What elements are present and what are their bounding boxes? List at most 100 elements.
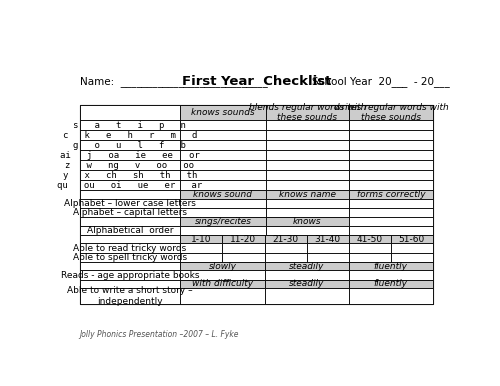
Bar (264, 253, 306, 262)
Text: Alphabet – lower case letters: Alphabet – lower case letters (64, 199, 196, 208)
Bar (180, 130, 266, 140)
Bar (180, 226, 266, 235)
Bar (80, 244, 180, 253)
Bar (349, 199, 433, 208)
Bar (80, 262, 180, 270)
Text: sings/recites: sings/recites (194, 217, 252, 226)
Text: writes regular words with
these sounds: writes regular words with these sounds (334, 103, 448, 122)
Bar (80, 253, 180, 262)
Bar (266, 170, 349, 180)
Bar (391, 244, 433, 253)
Bar (264, 235, 306, 244)
Bar (266, 150, 349, 160)
Bar (80, 105, 433, 303)
Bar (80, 270, 180, 279)
Text: slowly: slowly (208, 262, 236, 271)
Bar (306, 235, 348, 244)
Bar (180, 279, 264, 288)
Bar (180, 120, 266, 130)
Bar (264, 279, 348, 288)
Bar (80, 288, 180, 303)
Text: fluently: fluently (374, 262, 408, 271)
Text: First Year  Checklist: First Year Checklist (182, 75, 331, 88)
Bar (391, 253, 433, 262)
Bar (80, 180, 180, 190)
Bar (180, 262, 264, 270)
Bar (266, 226, 349, 235)
Bar (348, 244, 391, 253)
Text: steadily: steadily (289, 262, 324, 271)
Bar (349, 140, 433, 150)
Bar (80, 105, 180, 120)
Bar (266, 180, 349, 190)
Text: ai   j   oa   ie   ee   or: ai j oa ie ee or (60, 151, 200, 160)
Bar (266, 140, 349, 150)
Bar (180, 288, 264, 303)
Text: Alphabetical  order: Alphabetical order (86, 226, 173, 235)
Bar (264, 270, 348, 279)
Text: knows name: knows name (279, 190, 336, 199)
Bar (180, 180, 266, 190)
Bar (348, 270, 433, 279)
Bar (348, 288, 433, 303)
Bar (266, 208, 349, 217)
Bar (348, 253, 391, 262)
Bar (348, 279, 433, 288)
Bar (180, 190, 266, 199)
Bar (349, 170, 433, 180)
Bar (80, 235, 180, 244)
Bar (266, 160, 349, 170)
Bar (80, 208, 180, 217)
Text: Jolly Phonics Presentation –2007 – L. Fyke: Jolly Phonics Presentation –2007 – L. Fy… (80, 330, 239, 339)
Bar (80, 190, 180, 199)
Bar (80, 226, 180, 235)
Text: qu   ou   oi   ue   er   ar: qu ou oi ue er ar (58, 181, 203, 190)
Bar (349, 226, 433, 235)
Bar (222, 244, 264, 253)
Bar (349, 120, 433, 130)
Bar (80, 199, 180, 208)
Text: knows sounds: knows sounds (191, 108, 255, 117)
Text: z   w   ng   v   oo   oo: z w ng v oo oo (66, 161, 194, 170)
Text: Alphabet – capital letters: Alphabet – capital letters (73, 208, 187, 217)
Bar (180, 253, 222, 262)
Bar (391, 235, 433, 244)
Text: 51-60: 51-60 (399, 235, 425, 244)
Bar (80, 130, 180, 140)
Bar (80, 170, 180, 180)
Text: blends regular words with
these sounds: blends regular words with these sounds (248, 103, 366, 122)
Bar (180, 217, 266, 226)
Text: Able to spell tricky words: Able to spell tricky words (73, 253, 187, 262)
Bar (266, 120, 349, 130)
Text: c   k   e   h   r   m   d: c k e h r m d (62, 131, 197, 140)
Bar (349, 150, 433, 160)
Text: Able to write a short story –
independently: Able to write a short story – independen… (67, 286, 192, 305)
Text: 41-50: 41-50 (356, 235, 383, 244)
Text: s   a   t   i   p   n: s a t i p n (74, 121, 186, 130)
Bar (264, 288, 348, 303)
Bar (222, 235, 264, 244)
Text: knows: knows (293, 217, 322, 226)
Text: g   o   u   l   f   b: g o u l f b (74, 141, 186, 150)
Bar (180, 270, 264, 279)
Bar (180, 170, 266, 180)
Text: Reads - age appropriate books: Reads - age appropriate books (60, 271, 199, 279)
Bar (348, 235, 391, 244)
Bar (266, 105, 349, 120)
Text: 11-20: 11-20 (230, 235, 256, 244)
Bar (349, 180, 433, 190)
Bar (264, 244, 306, 253)
Text: fluently: fluently (374, 279, 408, 288)
Bar (180, 150, 266, 160)
Bar (80, 160, 180, 170)
Bar (180, 235, 222, 244)
Bar (180, 244, 222, 253)
Bar (180, 160, 266, 170)
Bar (266, 130, 349, 140)
Bar (264, 262, 348, 270)
Text: y   x   ch   sh   th   th: y x ch sh th th (62, 171, 197, 180)
Bar (80, 120, 180, 130)
Text: Name:  ____________________________: Name: ____________________________ (80, 76, 268, 87)
Bar (349, 130, 433, 140)
Bar (349, 208, 433, 217)
